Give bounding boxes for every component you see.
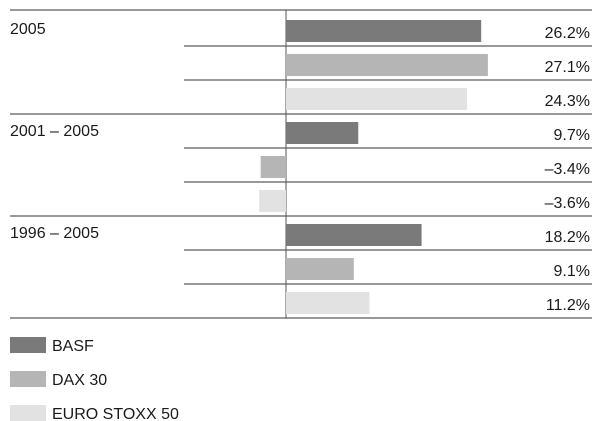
legend-swatch-euro-stoxx-50 — [10, 405, 46, 421]
value-label: 24.3% — [545, 93, 590, 110]
bar-3-basf — [286, 224, 422, 246]
bar-2-euro-stoxx-50 — [259, 190, 286, 212]
value-label: 18.2% — [545, 229, 590, 246]
bar-1-euro-stoxx-50 — [286, 88, 468, 110]
bar-2-basf — [286, 122, 359, 144]
legend-label: DAX 30 — [52, 372, 107, 389]
legend-label: BASF — [52, 338, 94, 355]
value-label: 27.1% — [545, 59, 590, 76]
labels: 26.2% 27.1% 24.3% 2005 9.7% –3.4% –3.6% 2001 – … — [10, 21, 590, 314]
row-separators — [10, 9, 592, 319]
bar-1-dax-30 — [286, 54, 488, 76]
value-label: 9.7% — [554, 127, 590, 144]
bar-3-euro-stoxx-50 — [286, 292, 370, 314]
bar-2-dax-30 — [260, 156, 286, 178]
value-label: –3.6% — [545, 195, 590, 212]
legend-label: EURO STOXX 50 — [52, 406, 179, 421]
bar-1-basf — [286, 20, 482, 42]
bars — [259, 20, 488, 314]
value-label: –3.4% — [545, 161, 590, 178]
group-label: 2001 – 2005 — [10, 123, 99, 140]
group-label: 2005 — [10, 21, 46, 38]
value-label: 26.2% — [545, 25, 590, 42]
value-label: 11.2% — [546, 297, 590, 314]
legend-swatch-basf — [10, 337, 46, 353]
group-label: 1996 – 2005 — [10, 225, 99, 242]
value-label: 9.1% — [554, 263, 590, 280]
legend: BASF DAX 30 EURO STOXX 50 — [10, 337, 179, 421]
bar-3-dax-30 — [286, 258, 354, 280]
legend-swatch-dax-30 — [10, 371, 46, 387]
